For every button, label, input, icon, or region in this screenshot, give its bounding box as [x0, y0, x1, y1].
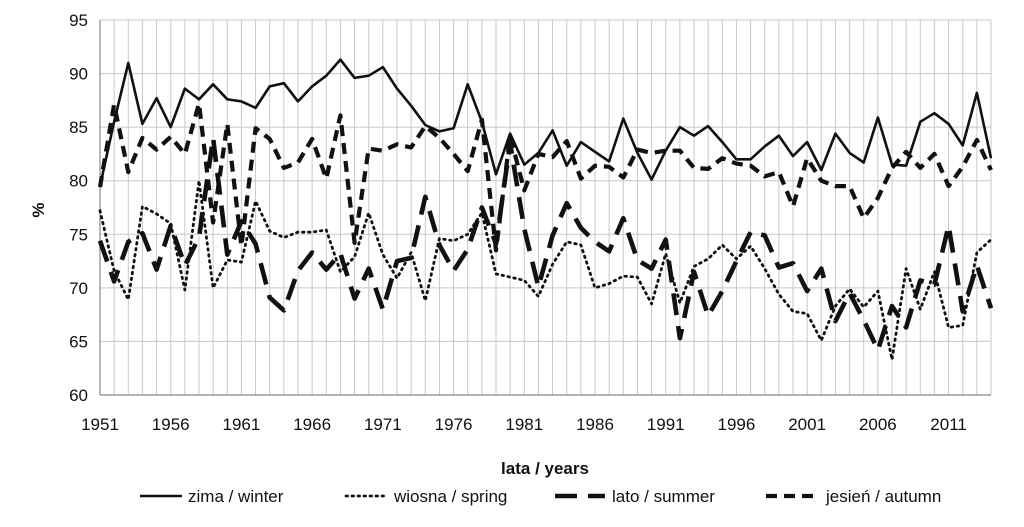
series-line-1 [98, 179, 993, 361]
legend: zima / winter wiosna / spring lato / summe… [140, 487, 941, 506]
y-tick-label: 60 [69, 386, 88, 405]
x-tick-label: 1991 [647, 415, 685, 434]
y-tick-label: 85 [69, 118, 88, 137]
legend-label-0: zima / winter [188, 487, 284, 506]
x-tick-label: 1961 [223, 415, 261, 434]
x-axis-title: lata / years [501, 459, 589, 478]
y-tick-label: 95 [69, 11, 88, 30]
gridlines [99, 19, 992, 396]
y-tick-label: 70 [69, 279, 88, 298]
legend-label-2: lato / summer [612, 487, 715, 506]
x-tick-label: 1956 [152, 415, 190, 434]
x-tick-label: 1976 [435, 415, 473, 434]
x-tick-label: 1971 [364, 415, 402, 434]
series-line-0 [98, 58, 993, 187]
y-tick-label: 80 [69, 172, 88, 191]
series-line-2 [97, 135, 994, 353]
series-lines [97, 58, 994, 361]
x-tick-label: 1986 [576, 415, 614, 434]
y-tick-label: 75 [69, 225, 88, 244]
x-tick-label: 2011 [930, 415, 967, 434]
y-axis-title: % [29, 202, 48, 217]
series-line-3 [97, 101, 993, 253]
x-tick-labels: 1951 1956 1961 1966 1971 1976 1981 1986 1991 1996… [81, 415, 967, 434]
y-tick-label: 65 [69, 332, 88, 351]
y-tick-labels: 60 65 70 75 80 85 90 95 [69, 11, 88, 405]
x-tick-label: 1996 [718, 415, 756, 434]
legend-label-1: wiosna / spring [393, 487, 507, 506]
x-tick-label: 1981 [505, 415, 543, 434]
x-tick-label: 1966 [293, 415, 331, 434]
x-tick-label: 2001 [788, 415, 826, 434]
x-tick-label: 2006 [859, 415, 897, 434]
legend-label-3: jesień / autumn [825, 487, 941, 506]
x-tick-label: 1951 [81, 415, 119, 434]
y-tick-label: 90 [69, 65, 88, 84]
